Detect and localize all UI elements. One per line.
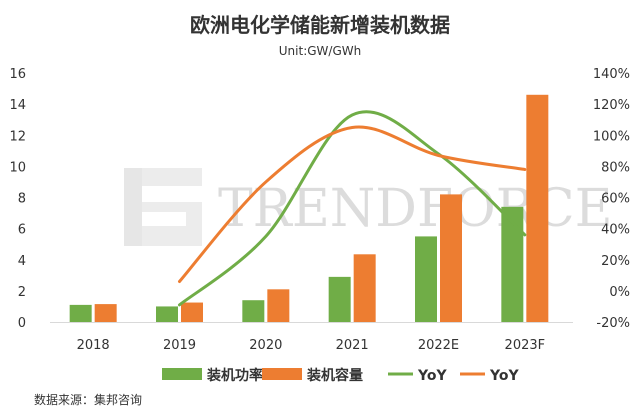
- bar-power: [242, 300, 265, 322]
- legend: 装机功率 装机容量 YoY YoY: [162, 367, 519, 384]
- bar-capacity: [353, 254, 376, 322]
- x-axis: 2018 2019 2020 2021 2022E 2023F: [77, 338, 545, 353]
- bars: [69, 94, 549, 322]
- y2-tick-label: 40%: [601, 223, 630, 238]
- y2-tick-label: 120%: [593, 98, 630, 113]
- y-tick-label: 0: [18, 316, 26, 331]
- legend-item-yoy-green: YoY: [388, 368, 447, 384]
- x-tick-label: 2020: [249, 338, 282, 353]
- legend-label-yoy-orange: YoY: [489, 368, 519, 384]
- y2-tick-label: 60%: [601, 192, 630, 207]
- line-yoy-orange: [178, 125, 527, 284]
- x-tick-label: 2018: [77, 338, 110, 353]
- bar-power: [156, 306, 178, 322]
- bar-power: [69, 304, 92, 322]
- bar-power: [415, 236, 437, 322]
- y-tick-label: 10: [9, 160, 26, 175]
- y-tick-label: 8: [18, 192, 26, 207]
- lines: [178, 110, 527, 307]
- bar-capacity: [94, 304, 117, 322]
- y2-tick-label: 140%: [593, 67, 630, 82]
- y-tick-label: 12: [9, 129, 26, 144]
- legend-item-capacity: 装机容量: [262, 367, 363, 384]
- line-yoy-green: [178, 110, 527, 307]
- x-tick-label: 2019: [163, 338, 196, 353]
- y2-tick-label: 80%: [601, 160, 630, 175]
- chart-title: 欧洲电化学储能新增装机数据: [190, 13, 450, 37]
- legend-swatch-capacity: [262, 368, 302, 380]
- y-tick-label: 4: [18, 254, 26, 269]
- y-axis-left: 0 2 4 6 8 10 12 14 16: [9, 67, 26, 331]
- legend-label-capacity: 装机容量: [306, 367, 363, 384]
- source-note: 数据来源：集邦咨询: [34, 392, 142, 407]
- y2-tick-label: -20%: [596, 316, 630, 331]
- x-tick-label: 2023F: [505, 338, 546, 353]
- y-tick-label: 14: [9, 98, 26, 113]
- watermark-logo-icon: [124, 168, 202, 246]
- y2-tick-label: 0%: [609, 285, 630, 300]
- y-axis-right: -20% 0% 20% 40% 60% 80% 100% 120% 140%: [593, 67, 630, 331]
- bar-capacity: [440, 194, 462, 322]
- y-tick-label: 6: [18, 223, 26, 238]
- x-tick-label: 2021: [336, 338, 369, 353]
- y-tick-label: 16: [9, 67, 26, 82]
- bar-power: [501, 206, 524, 322]
- bar-capacity: [181, 302, 203, 322]
- legend-item-power: 装机功率: [162, 367, 263, 384]
- legend-swatch-power: [162, 368, 202, 380]
- bar-capacity: [526, 94, 549, 322]
- y2-tick-label: 100%: [593, 129, 630, 144]
- y2-tick-label: 20%: [601, 254, 630, 269]
- legend-label-power: 装机功率: [206, 367, 263, 384]
- y-tick-label: 2: [18, 285, 26, 300]
- chart-subtitle: Unit:GW/GWh: [279, 44, 361, 58]
- x-tick-label: 2022E: [418, 338, 459, 353]
- bar-capacity: [267, 289, 290, 322]
- legend-label-yoy-green: YoY: [417, 368, 447, 384]
- bar-power: [328, 276, 351, 322]
- legend-item-yoy-orange: YoY: [460, 368, 519, 384]
- watermark-text: TRENDFORCE: [218, 179, 613, 239]
